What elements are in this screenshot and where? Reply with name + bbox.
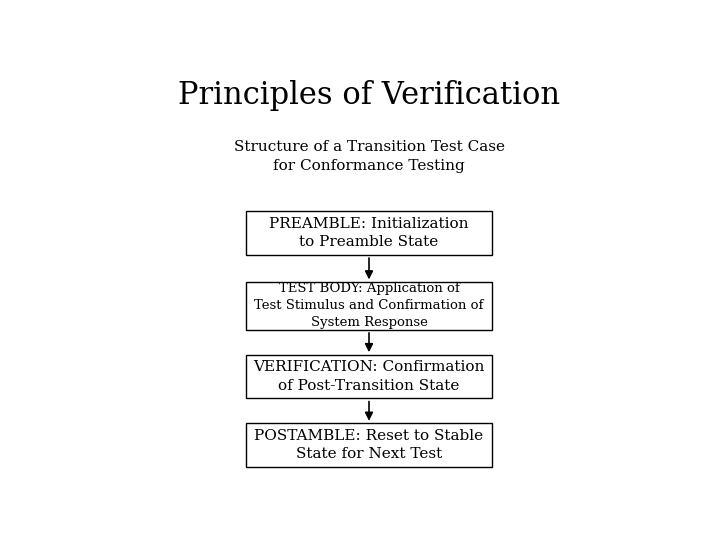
Text: TEST BODY: Application of
Test Stimulus and Confirmation of
System Response: TEST BODY: Application of Test Stimulus … (254, 282, 484, 329)
FancyBboxPatch shape (246, 211, 492, 255)
Text: PREAMBLE: Initialization
to Preamble State: PREAMBLE: Initialization to Preamble Sta… (269, 217, 469, 249)
FancyBboxPatch shape (246, 282, 492, 330)
Text: Principles of Verification: Principles of Verification (178, 80, 560, 111)
Text: POSTAMBLE: Reset to Stable
State for Next Test: POSTAMBLE: Reset to Stable State for Nex… (254, 429, 484, 462)
FancyBboxPatch shape (246, 355, 492, 399)
Text: VERIFICATION: Confirmation
of Post-Transition State: VERIFICATION: Confirmation of Post-Trans… (253, 361, 485, 393)
FancyBboxPatch shape (246, 423, 492, 467)
Text: Structure of a Transition Test Case
for Conformance Testing: Structure of a Transition Test Case for … (233, 139, 505, 173)
